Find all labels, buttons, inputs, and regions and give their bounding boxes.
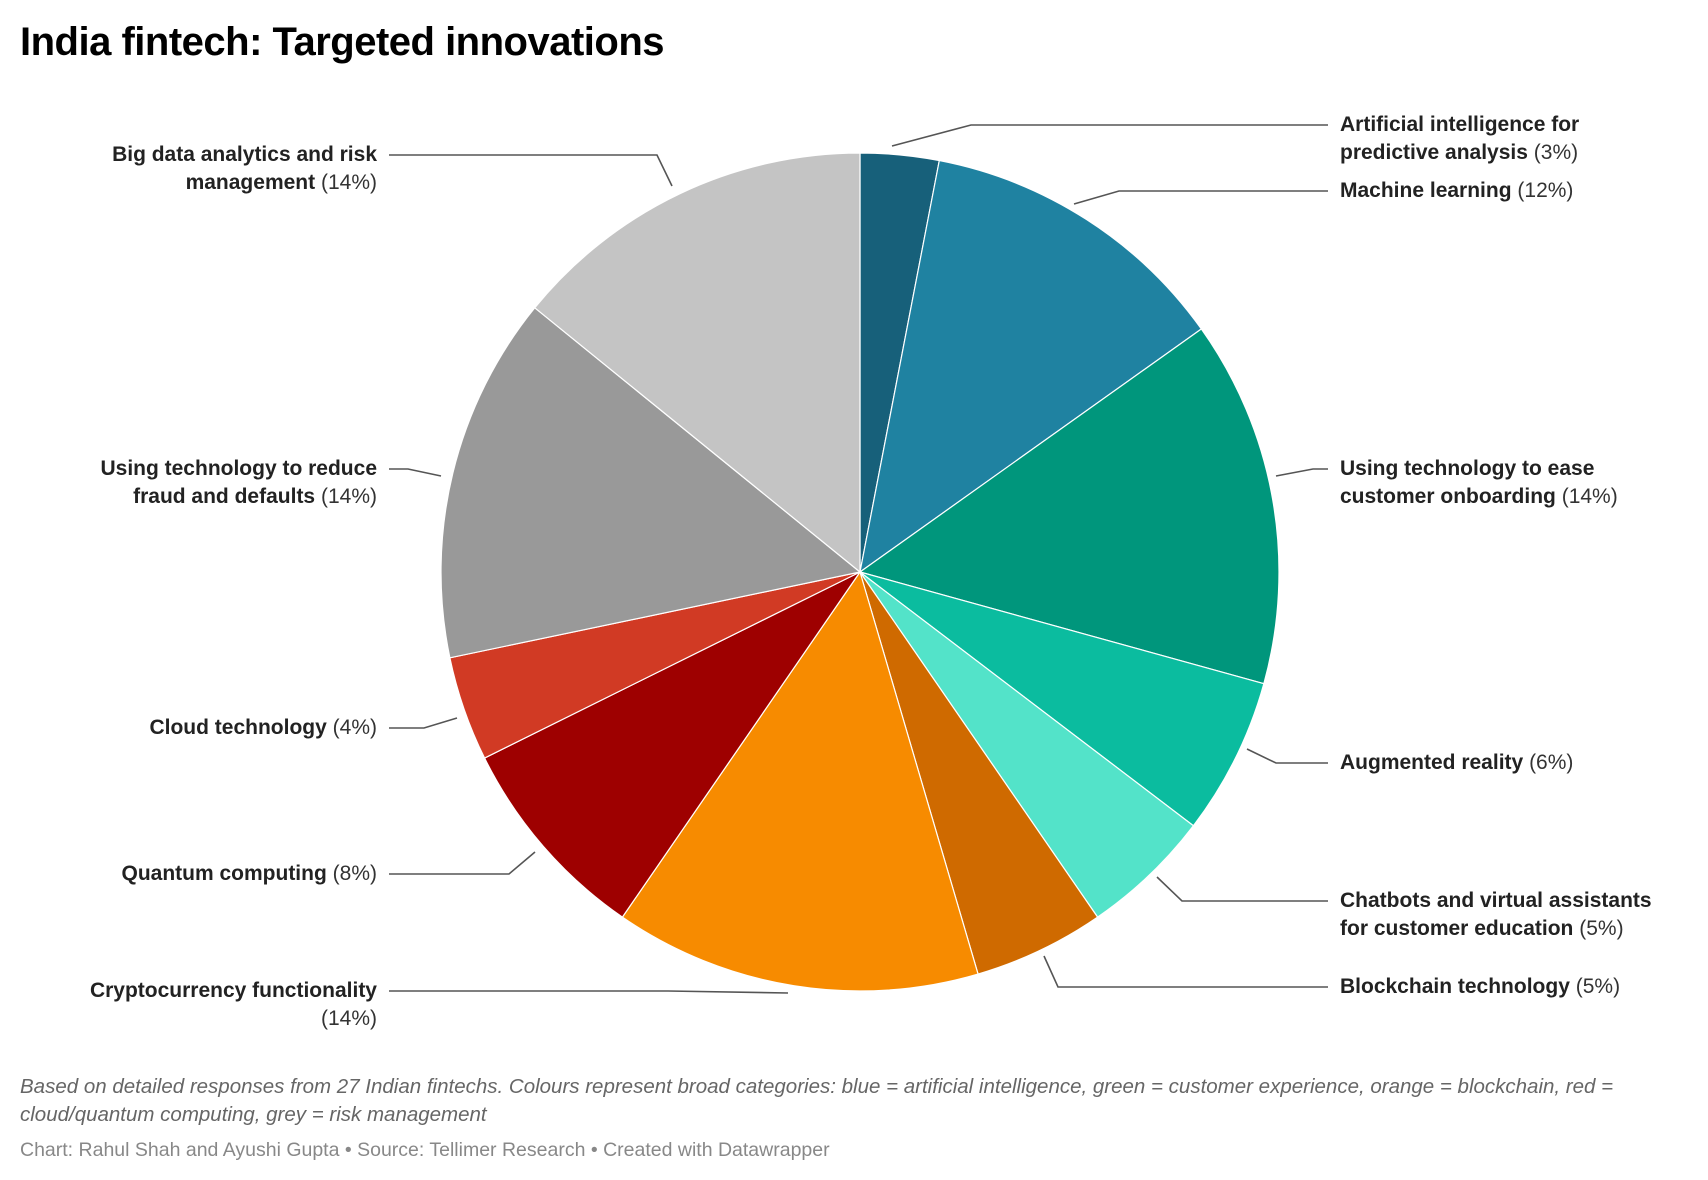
slice-label-text: Machine learning — [1340, 179, 1512, 202]
slice-percent-label: (3%) — [1533, 141, 1579, 164]
slice-label-cryptocurrency-functionality: Cryptocurrency functionality (14%) — [90, 977, 377, 1033]
pie-slice-using-technology-to-reduce-fraud-and-defaults — [440, 306, 862, 659]
chart-notes: Based on detailed responses from 27 Indi… — [20, 1075, 1614, 1126]
leader-line-quantum-computing — [389, 851, 536, 875]
slice-label-augmented-reality: Augmented reality (6%) — [1340, 749, 1573, 777]
pie-slice-quantum-computing — [483, 570, 862, 918]
slice-percent-label: (12%) — [1517, 179, 1574, 202]
pie-slice-augmented-reality — [859, 571, 1265, 827]
leader-line-big-data-analytics-and-risk-management — [389, 154, 673, 187]
slice-label-text: Artificial intelligence for — [1340, 113, 1580, 136]
slice-label-blockchain-technology: Blockchain technology (5%) — [1340, 973, 1620, 1001]
slice-label-text: Cloud technology — [149, 716, 327, 739]
slice-label-text: Blockchain technology — [1340, 975, 1570, 998]
pie-slice-using-technology-to-ease-customer-onboarding — [858, 328, 1280, 685]
chart-title: India fintech: Targeted innovations — [20, 20, 665, 64]
slice-label-using-technology-to-reduce-fraud-and-defaults: Using technology to reduce fraud and defa… — [100, 455, 377, 511]
leader-line-using-technology-to-ease-customer-onboarding — [1275, 468, 1328, 477]
leader-line-chatbots-and-virtual-assistants-for-customer-education — [1156, 876, 1328, 902]
leader-line-blockchain-technology — [1043, 955, 1328, 988]
slice-label-quantum-computing: Quantum computing (8%) — [121, 860, 377, 888]
pie-slice-cryptocurrency-functionality — [621, 570, 979, 992]
slice-percent-label: (14%) — [1561, 485, 1618, 508]
slice-label-text: Cryptocurrency functionality — [89, 979, 377, 1002]
slice-label-text: predictive analysis — [1340, 141, 1528, 164]
leader-line-using-technology-to-reduce-fraud-and-defaults — [389, 468, 442, 477]
slice-percent-label: (8%) — [332, 862, 377, 885]
slice-percent-label: (5%) — [1579, 917, 1624, 940]
slice-percent-label: (14%) — [320, 485, 377, 508]
pie-slice-machine-learning — [859, 159, 1203, 574]
leader-line-augmented-reality — [1246, 748, 1328, 764]
slice-label-text: Big data analytics and risk — [112, 143, 377, 166]
slice-percent-label: (6%) — [1529, 751, 1574, 774]
slice-label-text: Augmented reality — [1340, 751, 1524, 774]
slice-label-chatbots-and-virtual-assistants-for-customer-education: Chatbots and virtual assistants for custo… — [1340, 887, 1652, 943]
leader-line-artificial-intelligence-for-predictive-analysis — [891, 124, 1328, 147]
leader-line-machine-learning — [1073, 190, 1328, 205]
slice-label-using-technology-to-ease-customer-onboarding: Using technology to ease customer onboard… — [1340, 455, 1618, 511]
slice-label-text: Using technology to ease — [1340, 457, 1595, 480]
slice-label-text: management — [185, 171, 316, 194]
chart-credit: Chart: Rahul Shah and Ayushi Gupta • Sou… — [20, 1139, 830, 1161]
slice-label-artificial-intelligence-for-predictive-analysis: Artificial intelligence for predictive an… — [1340, 111, 1579, 167]
slice-label-text: for customer education — [1340, 917, 1574, 940]
leader-line-cryptocurrency-functionality — [389, 990, 789, 994]
slice-label-machine-learning: Machine learning (12%) — [1340, 177, 1573, 205]
slice-label-big-data-analytics-and-risk-management: Big data analytics and risk management (1… — [112, 141, 377, 197]
slice-percent-label: (14%) — [320, 1007, 377, 1030]
slice-label-text: Chatbots and virtual assistants — [1340, 889, 1652, 912]
slice-percent-label: (14%) — [320, 171, 377, 194]
slice-label-cloud-technology: Cloud technology (4%) — [149, 714, 377, 742]
slice-label-text: Using technology to reduce — [100, 457, 377, 480]
slice-label-text: Quantum computing — [121, 862, 327, 885]
slice-percent-label: (4%) — [332, 716, 377, 739]
pie-slice-big-data-analytics-and-risk-management — [533, 152, 861, 574]
slice-label-text: fraud and defaults — [133, 485, 316, 508]
slice-percent-label: (5%) — [1575, 975, 1621, 998]
leader-line-cloud-technology — [389, 717, 458, 729]
slice-label-text: customer onboarding — [1340, 485, 1556, 508]
